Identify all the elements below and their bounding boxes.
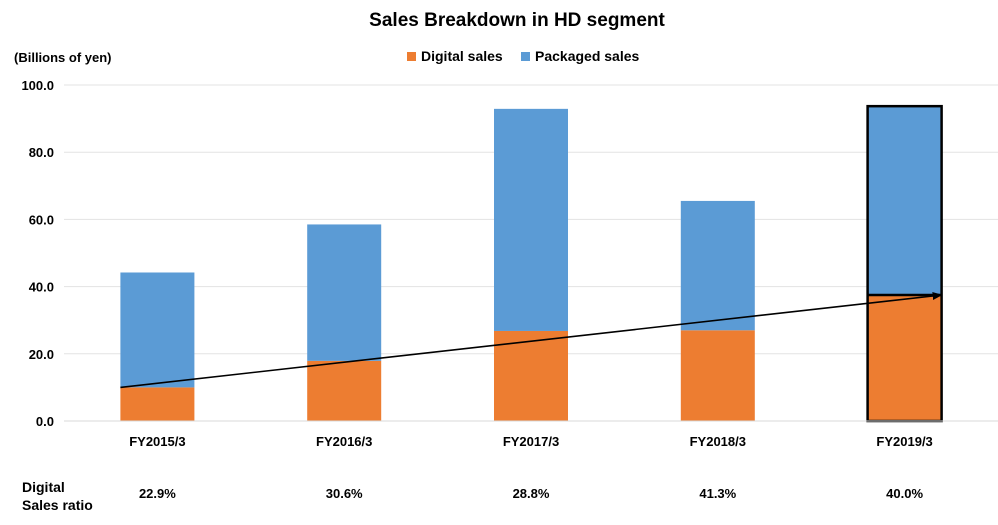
bar-packaged-FY2019/3: [867, 106, 942, 295]
ratio-value: 41.3%: [699, 486, 736, 501]
bar-digital-FY2017/3: [494, 330, 568, 421]
bars: [120, 104, 943, 423]
legend-label-digital: Digital sales: [421, 48, 503, 64]
ratio-value: 22.9%: [139, 486, 176, 501]
bar-packaged-FY2017/3: [494, 108, 568, 331]
ratio-value: 28.8%: [513, 486, 550, 501]
ratio-value: 40.0%: [886, 486, 923, 501]
bar-packaged-FY2016/3: [307, 224, 382, 361]
x-axis-ticks: FY2015/3 FY2016/3 FY2017/3 FY2018/3 FY2019/3: [129, 434, 933, 449]
ratio-row-values: 22.9% 30.6% 28.8% 41.3% 40.0%: [139, 486, 924, 501]
y-axis-ticks: 0.0 20.0 40.0 60.0 80.0 100.0: [21, 78, 54, 429]
x-tick-label: FY2016/3: [316, 434, 372, 449]
ratio-row-label-line2: Sales ratio: [22, 497, 93, 513]
ratio-row-label-line1: Digital: [22, 479, 65, 495]
bar-digital-FY2016/3: [307, 360, 382, 421]
x-tick-label: FY2019/3: [876, 434, 932, 449]
y-tick-label: 60.0: [29, 212, 54, 227]
x-tick-label: FY2018/3: [690, 434, 746, 449]
bar-digital-FY2019/3: [867, 295, 942, 421]
x-tick-label: FY2015/3: [129, 434, 185, 449]
legend: Digital sales Packaged sales: [407, 48, 640, 64]
y-axis-unit-label: (Billions of yen): [14, 50, 112, 65]
legend-label-packaged: Packaged sales: [535, 48, 640, 64]
y-tick-label: 40.0: [29, 280, 54, 295]
y-tick-label: 0.0: [36, 414, 54, 429]
ratio-value: 30.6%: [326, 486, 363, 501]
chart-title: Sales Breakdown in HD segment: [369, 10, 665, 31]
bar-digital-FY2018/3: [680, 330, 755, 421]
x-tick-label: FY2017/3: [503, 434, 559, 449]
trend-arrow: [120, 292, 943, 389]
legend-swatch-digital: [407, 52, 416, 61]
y-tick-label: 20.0: [29, 347, 54, 362]
legend-swatch-packaged: [521, 52, 530, 61]
y-tick-label: 100.0: [21, 78, 54, 93]
bar-packaged-FY2018/3: [680, 200, 755, 331]
bar-packaged-FY2015/3: [120, 272, 195, 388]
bar-digital-FY2015/3: [120, 387, 195, 421]
y-tick-label: 80.0: [29, 145, 54, 160]
